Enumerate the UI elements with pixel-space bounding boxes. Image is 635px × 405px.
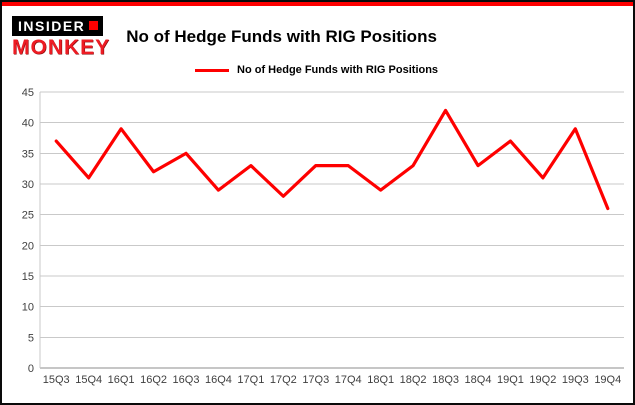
svg-text:19Q1: 19Q1: [497, 374, 524, 386]
svg-text:17Q1: 17Q1: [237, 374, 264, 386]
y-gridlines: [39, 91, 624, 369]
legend-label: No of Hedge Funds with RIG Positions: [237, 64, 439, 76]
svg-text:5: 5: [28, 332, 34, 344]
svg-text:0: 0: [28, 363, 34, 375]
header: INSIDER MONKEY No of Hedge Funds with RI…: [2, 6, 633, 60]
svg-text:19Q3: 19Q3: [562, 374, 589, 386]
svg-text:18Q3: 18Q3: [432, 374, 459, 386]
logo-insider: INSIDER: [12, 15, 104, 36]
svg-text:19Q2: 19Q2: [529, 374, 556, 386]
series-line: [54, 108, 610, 211]
line-chart: 0 5 10 15 20 25 30 35 40 45 15Q3 15Q4 16Q1 16Q2 16Q3 16…: [22, 87, 624, 386]
svg-text:16Q3: 16Q3: [173, 374, 200, 386]
svg-text:17Q2: 17Q2: [270, 374, 297, 386]
svg-text:10: 10: [22, 302, 34, 314]
svg-text:30: 30: [22, 179, 34, 191]
svg-text:15Q3: 15Q3: [43, 374, 70, 386]
logo-monkey-text: MONKEY: [12, 35, 111, 59]
insider-monkey-logo: INSIDER MONKEY: [12, 15, 111, 59]
top-accent-bar: [2, 2, 633, 6]
legend: No of Hedge Funds with RIG Positions: [195, 62, 633, 78]
logo-red-square-icon: [89, 21, 99, 30]
svg-text:35: 35: [22, 148, 34, 160]
svg-text:18Q2: 18Q2: [400, 374, 427, 386]
svg-text:16Q1: 16Q1: [108, 374, 135, 386]
svg-text:18Q1: 18Q1: [367, 374, 394, 386]
logo-insider-text: INSIDER: [18, 17, 86, 34]
svg-text:17Q4: 17Q4: [335, 374, 362, 386]
svg-text:18Q4: 18Q4: [465, 374, 492, 386]
svg-text:45: 45: [22, 87, 34, 99]
svg-text:15Q4: 15Q4: [75, 374, 102, 386]
svg-text:15: 15: [22, 271, 34, 283]
svg-text:16Q2: 16Q2: [140, 374, 167, 386]
svg-text:25: 25: [22, 210, 34, 222]
legend-line-swatch: [195, 68, 229, 72]
x-axis-labels: 15Q3 15Q4 16Q1 16Q2 16Q3 16Q4 17Q1 17Q2 17Q3 17Q4…: [43, 374, 621, 386]
svg-text:40: 40: [22, 118, 34, 130]
y-axis-labels: 0 5 10 15 20 25 30 35 40 45: [22, 87, 34, 375]
svg-text:16Q4: 16Q4: [205, 374, 232, 386]
svg-text:17Q3: 17Q3: [302, 374, 329, 386]
svg-text:19Q4: 19Q4: [594, 374, 621, 386]
svg-text:20: 20: [22, 240, 34, 252]
chart-title: No of Hedge Funds with RIG Positions: [126, 26, 437, 46]
